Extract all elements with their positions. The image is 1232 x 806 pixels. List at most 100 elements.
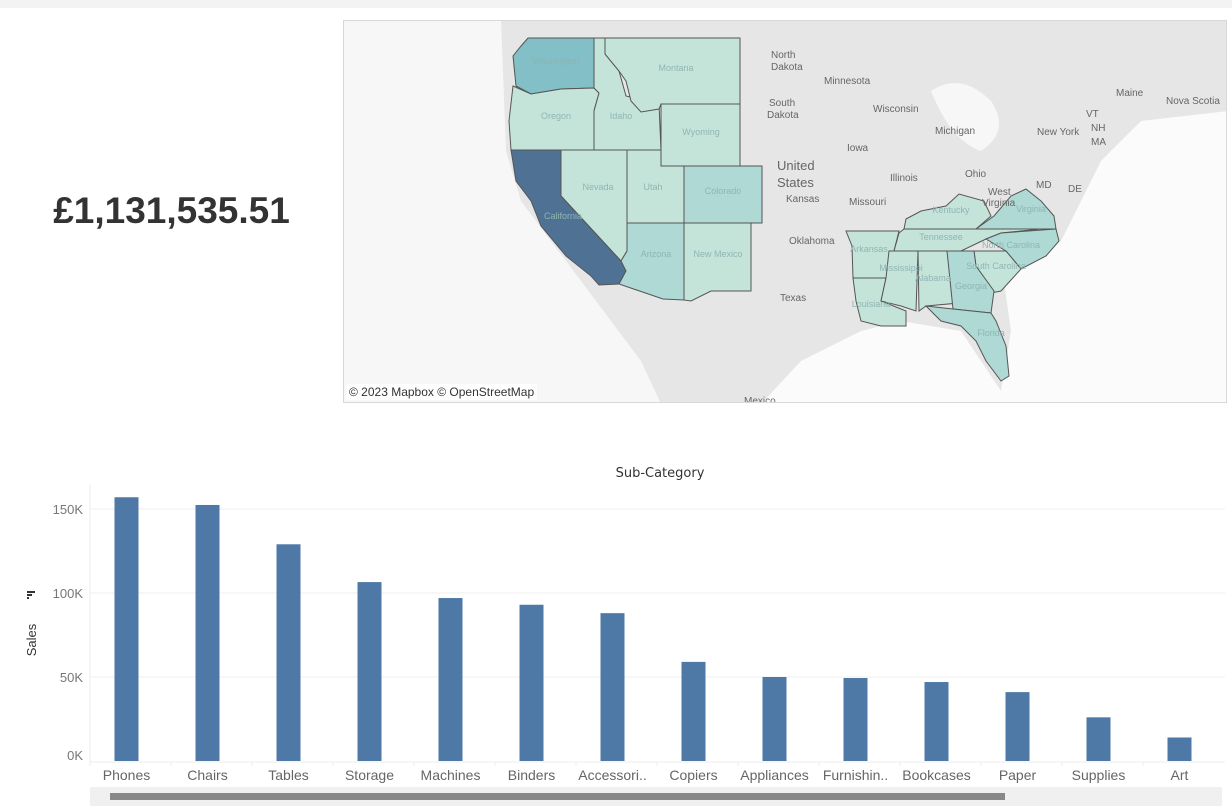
bar-phones[interactable]: [114, 497, 139, 761]
bar-storage[interactable]: [357, 582, 382, 761]
total-sales-kpi: £1,131,535.51: [53, 190, 290, 231]
base-map-label: Minnesota: [824, 76, 871, 87]
base-map-label: NH: [1091, 123, 1105, 134]
base-map-label: Illinois: [890, 173, 918, 184]
sales-map[interactable]: North Dakota South Dakota Minnesota Wisconsin…: [343, 20, 1227, 403]
state-label: South Carolina: [966, 261, 1026, 271]
base-map-label: Maine: [1116, 88, 1144, 99]
x-tick-label: Paper: [999, 767, 1037, 783]
bar-machines[interactable]: [438, 598, 463, 761]
x-tick-label: Appliances: [740, 767, 809, 783]
bar-tables[interactable]: [276, 544, 301, 761]
x-tick-label: Supplies: [1072, 767, 1126, 783]
bar-accessori[interactable]: [600, 613, 625, 761]
base-map-label: North: [771, 50, 795, 61]
x-tick-label: Storage: [345, 767, 394, 783]
atlantic-gulf-water: [762, 111, 1226, 402]
x-tick-label: Accessori..: [578, 767, 646, 783]
x-tick-label: Bookcases: [902, 767, 970, 783]
state-new-mexico[interactable]: [683, 222, 752, 302]
base-map-label: Oklahoma: [789, 236, 835, 247]
base-map-label: DE: [1068, 184, 1082, 195]
chart-title: Sub-Category: [615, 466, 705, 481]
state-florida[interactable]: [924, 305, 1010, 382]
y-tick-label: 0K: [67, 748, 83, 763]
x-tick-label: Phones: [103, 767, 150, 783]
sort-icon[interactable]: [27, 591, 35, 599]
base-map-label: MA: [1091, 137, 1106, 148]
bar-binders[interactable]: [519, 604, 544, 761]
base-map-label: Kansas: [786, 194, 819, 205]
states-layer: [508, 37, 1060, 382]
state-label: Wyoming: [682, 127, 719, 137]
x-tick-label: Binders: [508, 767, 555, 783]
bar-chairs[interactable]: [195, 504, 220, 761]
state-label: Montana: [658, 63, 693, 73]
base-labels: NorthDakotaSouthDakotaMinnesotaWisconsin…: [744, 50, 1220, 403]
base-map-label: Texas: [780, 293, 806, 304]
state-label: Virginia: [1016, 204, 1046, 214]
state-virginia[interactable]: [974, 188, 1057, 230]
state-label: Arkansas: [850, 244, 888, 254]
state-montana[interactable]: [604, 37, 741, 113]
state-label: Idaho: [610, 111, 633, 121]
x-tick-label: Art: [1171, 767, 1189, 783]
state-label: Washington: [532, 56, 579, 66]
pacific-ocean: [344, 21, 661, 402]
map-canvas[interactable]: NorthDakotaSouthDakotaMinnesotaWisconsin…: [344, 21, 1227, 403]
state-label: New Mexico: [693, 249, 742, 259]
bar-supplies[interactable]: [1086, 717, 1111, 761]
base-map-label: States: [777, 175, 814, 190]
horizontal-scrollbar[interactable]: [90, 787, 1222, 806]
state-label: North Carolina: [982, 240, 1040, 250]
y-tick-label: 100K: [53, 586, 84, 601]
state-label: Utah: [643, 182, 662, 192]
top-toolbar-strip: [0, 0, 1232, 8]
state-label: Mississippi: [879, 263, 923, 273]
state-label: Alabama: [915, 273, 951, 283]
bar-appliances[interactable]: [762, 677, 787, 761]
x-tick-label: Copiers: [669, 767, 717, 783]
base-map-label: United: [777, 158, 815, 173]
state-labels: Washington Oregon Idaho Montana Wyoming Nevad…: [532, 56, 1046, 338]
y-axis-label: Sales: [24, 623, 39, 656]
state-label: Florida: [977, 328, 1005, 338]
state-label: Nevada: [582, 182, 613, 192]
bar-furnishin[interactable]: [843, 678, 868, 761]
great-lakes: [931, 83, 999, 151]
x-tick-label: Machines: [421, 767, 481, 783]
base-map-label: Dakota: [771, 62, 803, 73]
base-map-label: New York: [1037, 127, 1080, 138]
state-label: Kentucky: [932, 205, 970, 215]
state-california[interactable]: [510, 149, 627, 286]
base-map-label: Iowa: [847, 143, 869, 154]
state-washington[interactable]: [512, 37, 595, 95]
state-kentucky[interactable]: [903, 193, 992, 230]
x-tick-label: Furnishin..: [823, 767, 888, 783]
base-map-label: Ohio: [965, 169, 987, 180]
state-label: Oregon: [541, 111, 571, 121]
base-map-label: VT: [1086, 109, 1099, 120]
y-tick-label: 50K: [60, 670, 83, 685]
state-label: Tennessee: [919, 232, 963, 242]
base-map-label: Michigan: [935, 126, 975, 137]
bar-bookcases[interactable]: [924, 682, 949, 761]
base-map-label: Nova Scotia: [1166, 96, 1220, 107]
bar-art[interactable]: [1167, 737, 1192, 761]
base-map-label: Wisconsin: [873, 104, 919, 115]
state-label: Colorado: [705, 186, 742, 196]
scrollbar-thumb[interactable]: [110, 793, 1005, 800]
x-tick-label: Chairs: [187, 767, 227, 783]
state-label: Georgia: [955, 281, 987, 291]
base-map-label: South: [769, 98, 795, 109]
bar-copiers[interactable]: [681, 661, 706, 761]
bar-paper[interactable]: [1005, 692, 1030, 761]
sales-bar-chart: 0K 50K 100K 150K Sales Phones Chairs Tables Stor…: [24, 484, 1225, 783]
base-map-label: MD: [1036, 180, 1052, 191]
base-map-label: Mexico: [744, 396, 776, 403]
map-attribution[interactable]: © 2023 Mapbox © OpenStreetMap: [346, 384, 538, 400]
x-tick-label: Tables: [268, 767, 308, 783]
base-map-label: West: [988, 187, 1011, 198]
state-colorado[interactable]: [683, 165, 763, 224]
state-label: Louisiana: [852, 299, 891, 309]
